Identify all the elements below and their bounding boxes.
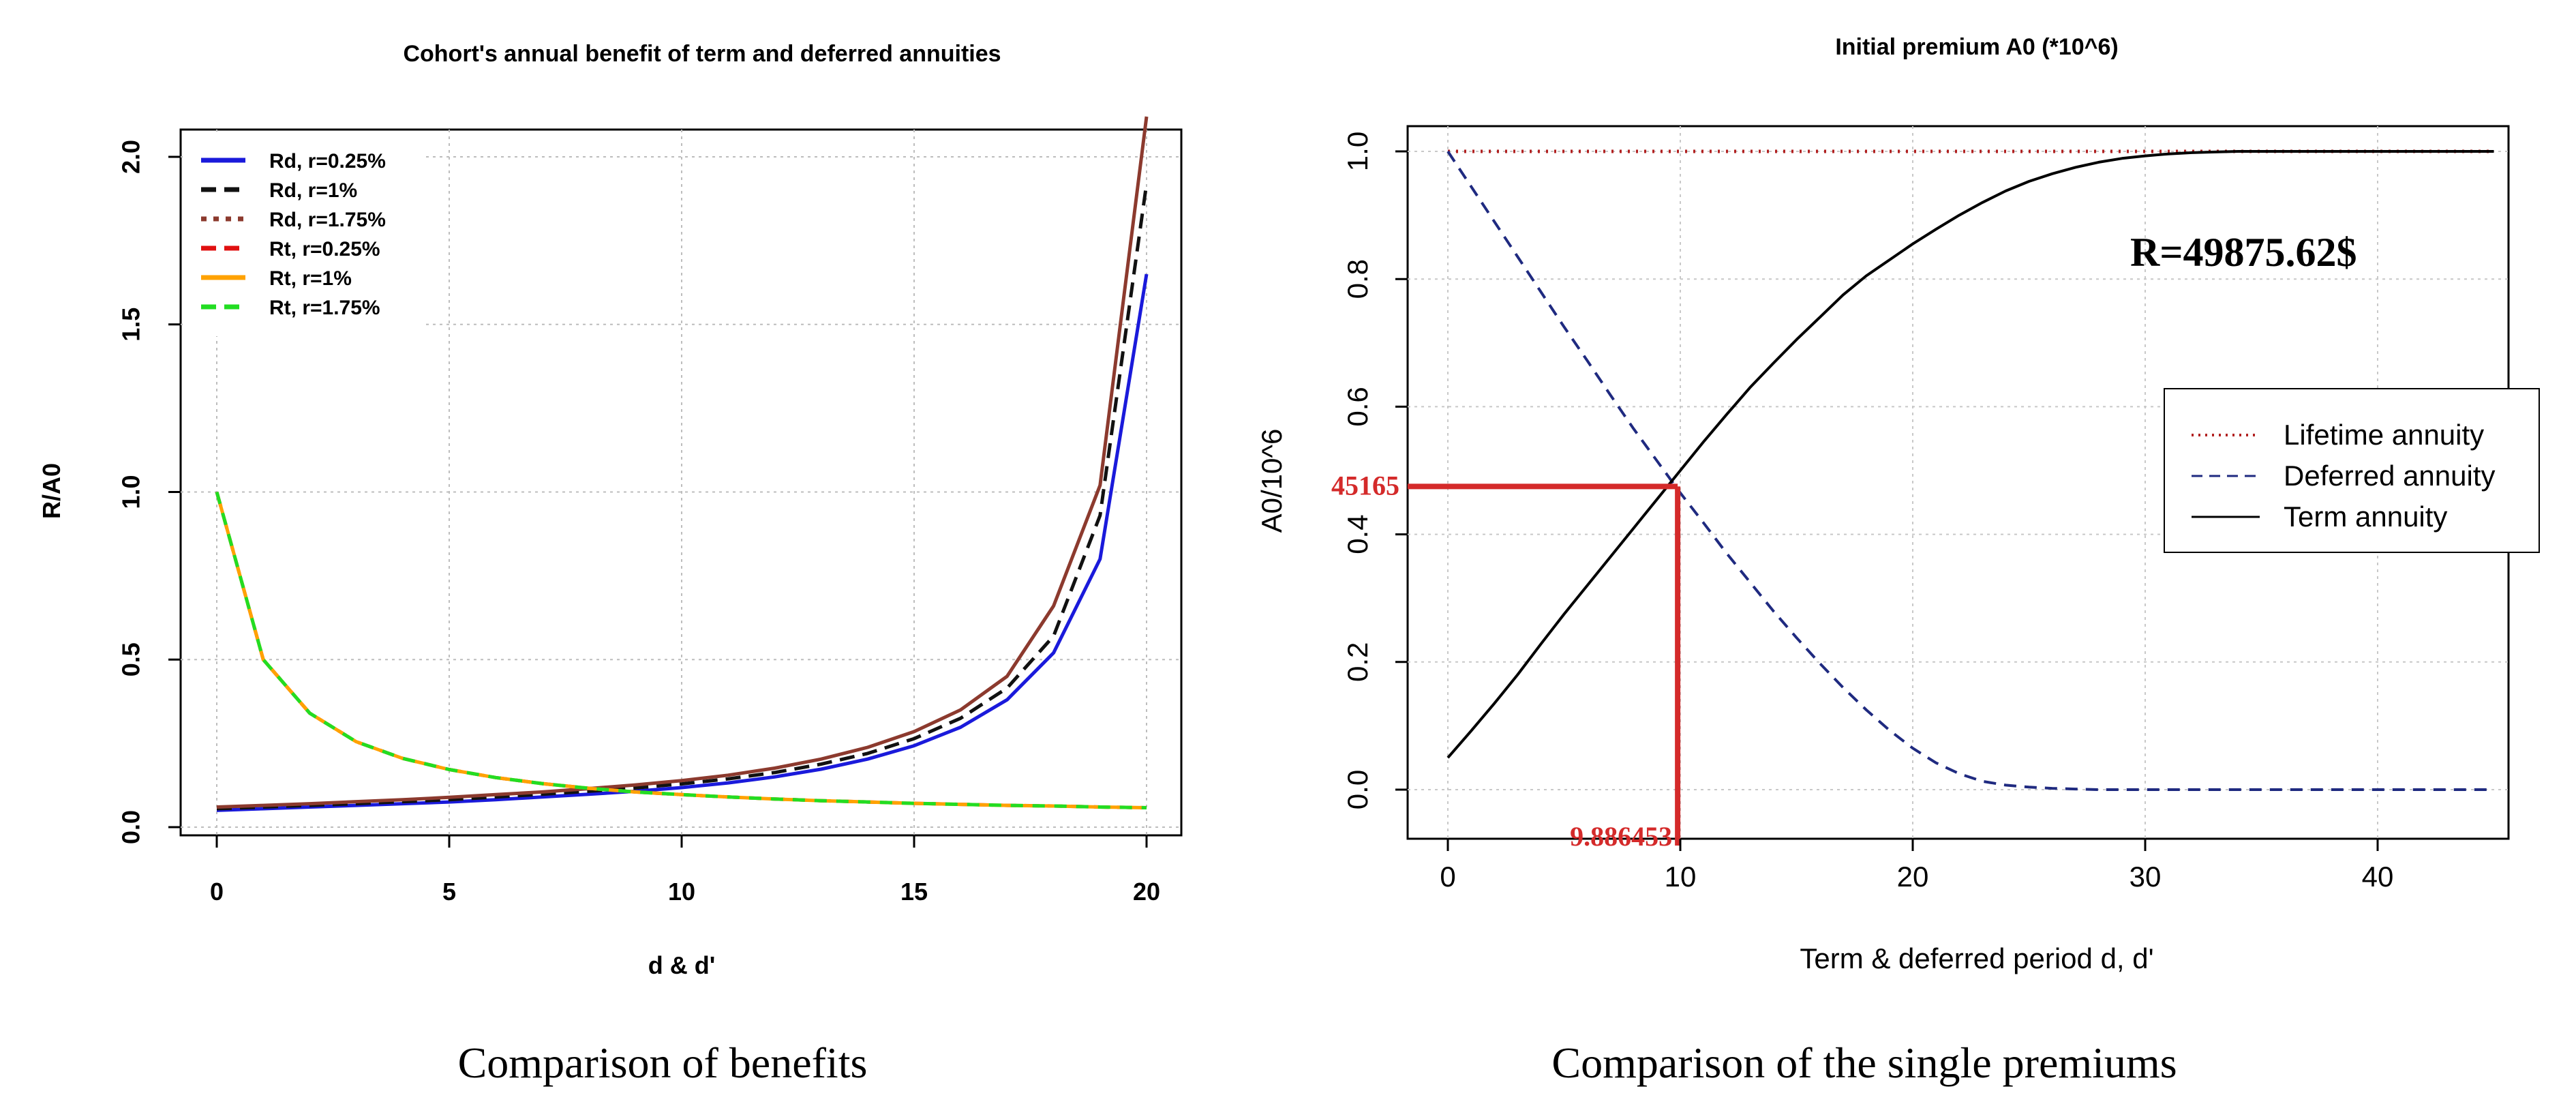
- x-marker-label: 9.886453: [1570, 821, 1672, 852]
- r-value-annotation: R=49875.62$: [2130, 230, 2357, 275]
- chart-title: Initial premium A0 (*10^6): [1835, 34, 2118, 60]
- y-tick-label: 1.0: [117, 475, 145, 509]
- x-tick-label: 0: [210, 878, 224, 906]
- x-axis: 0 10 20 30 40: [1440, 839, 2393, 893]
- y-axis: 0.0 0.2 0.4 0.6 0.8 1.0: [1342, 132, 1408, 809]
- x-tick-label: 10: [1665, 861, 1697, 893]
- legend-label: Rt, r=1%: [269, 267, 352, 290]
- series-line-1: [216, 273, 1149, 812]
- series-line-2: [1446, 150, 2494, 791]
- series-line-2: [216, 183, 1149, 811]
- legend-label: Rt, r=0.25%: [269, 238, 380, 260]
- legend: Rd, r=0.25% Rd, r=1% Rd, r=1.75% Rt, r=0.25…: [183, 132, 425, 336]
- legend-label: Deferred annuity: [2284, 460, 2496, 492]
- y-tick-label: 0.0: [1342, 770, 1374, 809]
- chart-title: Cohort's annual benefit of term and defe…: [403, 41, 1001, 67]
- y-tick-label: 2.0: [117, 140, 145, 174]
- x-axis-label: d & d': [648, 951, 716, 979]
- x-axis-label: Term & deferred period d, d': [1800, 942, 2153, 974]
- x-tick-label: 0: [1440, 861, 1455, 893]
- series-lines: [1446, 149, 2494, 791]
- y-tick-label: 0.6: [1342, 387, 1374, 426]
- y-axis-label: A0/10^6: [1256, 429, 1288, 533]
- series-line-6: [215, 491, 1147, 809]
- legend-label: Rd, r=1.75%: [269, 209, 386, 231]
- premium-chart: Initial premium A0 (*10^6) 45165 9.886453…: [1256, 34, 2540, 1087]
- y-axis-label: R/A0: [37, 463, 65, 519]
- x-tick-label: 10: [668, 878, 695, 906]
- y-axis: 0.0 0.5 1.0 1.5 2.0: [117, 140, 181, 844]
- x-tick-label: 20: [1897, 861, 1929, 893]
- legend-box: [2164, 388, 2540, 553]
- y-tick-label: 0.5: [117, 642, 145, 676]
- legend-label: Term annuity: [2284, 501, 2447, 533]
- y-tick-label: 1.5: [117, 308, 145, 342]
- benefit-chart: Cohort's annual benefit of term and defe…: [37, 41, 1183, 1087]
- y-tick-label: 1.0: [1342, 132, 1374, 171]
- x-tick-label: 20: [1133, 878, 1160, 906]
- y-marker-label: 45165: [1331, 470, 1399, 501]
- legend-label: Rt, r=1.75%: [269, 297, 380, 319]
- legend-label: Lifetime annuity: [2284, 419, 2484, 451]
- chart-caption: Comparison of the single premiums: [1551, 1039, 2177, 1087]
- series-line-3: [216, 116, 1149, 809]
- x-tick-label: 5: [442, 878, 456, 906]
- legend: Lifetime annuity Deferred annuity Term ann…: [2164, 388, 2540, 553]
- series-line-3: [1446, 150, 2494, 759]
- legend-label: Rd, r=1%: [269, 179, 357, 202]
- series-lines: [215, 116, 1149, 812]
- y-tick-label: 0.4: [1342, 514, 1374, 554]
- x-tick-label: 15: [900, 878, 928, 906]
- legend-label: Rd, r=0.25%: [269, 150, 386, 173]
- x-tick-label: 30: [2130, 861, 2162, 893]
- y-tick-label: 0.2: [1342, 642, 1374, 682]
- chart-caption: Comparison of benefits: [458, 1039, 868, 1087]
- x-axis: 0 5 10 15 20: [210, 835, 1160, 906]
- legend-box: [183, 132, 425, 336]
- y-tick-label: 0.0: [117, 810, 145, 844]
- y-tick-label: 0.8: [1342, 259, 1374, 299]
- x-tick-label: 40: [2362, 861, 2394, 893]
- intersection-markers: 45165 9.886453: [1331, 470, 1681, 852]
